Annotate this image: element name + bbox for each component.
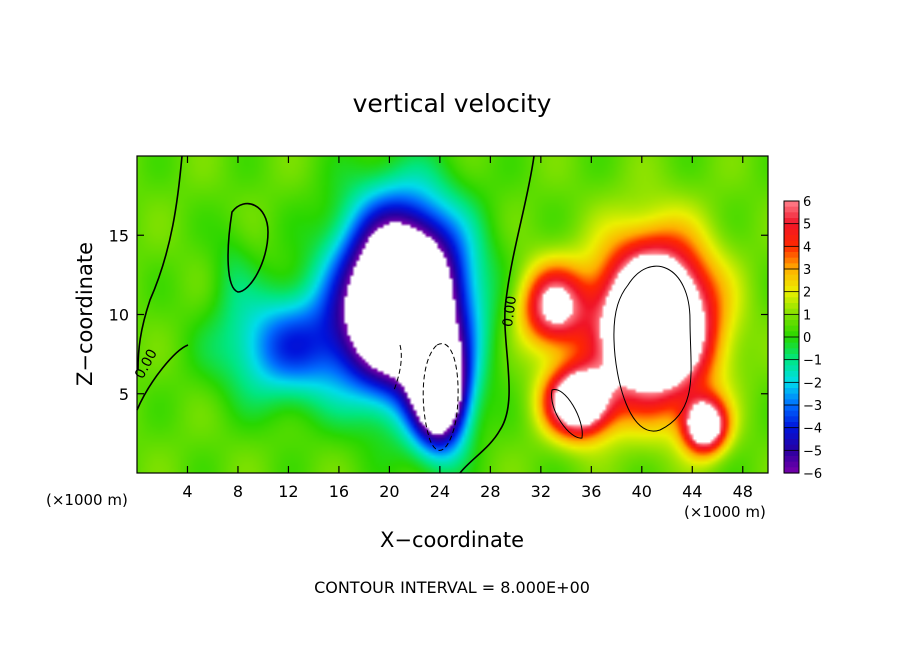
- x-tick-label: 24: [430, 482, 450, 501]
- zero-contour-left: [137, 155, 183, 371]
- colorbar-swatch: [784, 416, 799, 423]
- colorbar-swatch: [784, 320, 799, 327]
- colorbar-swatch: [784, 308, 799, 315]
- colorbar-swatch: [784, 444, 799, 451]
- colorbar-swatch: [784, 393, 799, 400]
- colorbar-swatch: [784, 223, 799, 230]
- colorbar-swatch: [784, 286, 799, 293]
- colorbar-tick-label: −2: [803, 376, 822, 391]
- x-tick-label: 28: [480, 482, 500, 501]
- colorbar-swatch: [784, 348, 799, 355]
- colorbar-swatch: [784, 303, 799, 310]
- zero-contour-left-low: [136, 344, 189, 411]
- contour-label-mid: 0.00: [500, 295, 520, 328]
- colorbar-swatch: [784, 439, 799, 446]
- colorbar-swatch: [784, 456, 799, 463]
- colorbar-swatch: [784, 342, 799, 349]
- zero-contour-mid: [459, 155, 535, 474]
- x-unit-left: (×1000 m): [46, 491, 128, 509]
- colorbar-swatch: [784, 291, 799, 298]
- colorbar-tick-label: −6: [803, 467, 822, 482]
- contour-updraft-small: [551, 389, 583, 439]
- y-tick-label: 5: [119, 385, 129, 404]
- colorbar-swatch: [784, 325, 799, 332]
- colorbar-swatch: [784, 206, 799, 213]
- colorbar-tick-label: 0: [803, 331, 811, 346]
- x-tick-label: 12: [278, 482, 298, 501]
- colorbar-swatch: [784, 450, 799, 457]
- colorbar-swatch: [784, 399, 799, 406]
- colorbar-swatch: [784, 410, 799, 417]
- colorbar-swatch: [784, 371, 799, 378]
- dashed-contour-downdraft-a: [422, 343, 459, 451]
- zero-contour-updraft-core: [613, 265, 692, 432]
- colorbar-swatch: [784, 240, 799, 247]
- colorbar-tick-label: 4: [803, 240, 811, 255]
- colorbar-swatch: [784, 252, 799, 259]
- y-axis: 5 10 15: [109, 226, 768, 404]
- colorbar-swatch: [784, 235, 799, 242]
- colorbar-swatch: [784, 359, 799, 366]
- dashed-contour-downdraft-b: [393, 344, 402, 391]
- zero-contour-island: [227, 202, 269, 293]
- colorbar-tick-label: −1: [803, 354, 822, 369]
- colorbar-tick-label: −4: [803, 422, 822, 437]
- colorbar-swatch: [784, 461, 799, 468]
- y-tick-label: 15: [109, 226, 129, 245]
- colorbar-tick-label: 2: [803, 286, 811, 301]
- colorbar-swatch: [784, 427, 799, 434]
- colorbar-swatch: [784, 382, 799, 389]
- colorbar-swatch: [784, 314, 799, 321]
- colorbar-swatch: [784, 337, 799, 344]
- colorbar-tick-label: 1: [803, 308, 811, 323]
- y-axis-label: Z−coordinate: [73, 242, 97, 386]
- colorbar-swatch: [784, 201, 799, 208]
- chart-title: vertical velocity: [353, 89, 552, 118]
- colorbar-swatch: [784, 422, 799, 429]
- colorbar-swatch: [784, 376, 799, 383]
- x-unit-right: (×1000 m): [684, 503, 766, 521]
- colorbar: 6 5 4 3 2 1 0 −1 −2 −3 −4 −5 −6: [783, 195, 822, 482]
- y-tick-label: 10: [109, 306, 129, 325]
- colorbar-swatch: [784, 297, 799, 304]
- colorbar-tick-label: 3: [803, 263, 811, 278]
- x-tick-label: 44: [682, 482, 702, 501]
- x-axis-label: X−coordinate: [380, 528, 524, 552]
- colorbar-tick-label: −5: [803, 444, 822, 459]
- x-tick-label: 4: [182, 482, 192, 501]
- x-tick-label: 48: [733, 482, 753, 501]
- colorbar-swatch: [784, 354, 799, 361]
- colorbar-swatch: [784, 280, 799, 287]
- colorbar-swatch: [784, 212, 799, 219]
- x-tick-label: 20: [379, 482, 399, 501]
- colorbar-tick-label: 5: [803, 218, 811, 233]
- colorbar-tick-label: 6: [803, 195, 811, 210]
- x-tick-label: 32: [531, 482, 551, 501]
- colorbar-swatch: [784, 263, 799, 270]
- colorbar-swatch: [784, 218, 799, 225]
- contour-interval-note: CONTOUR INTERVAL = 8.000E+00: [314, 578, 590, 597]
- plot-area: 0.00 0.00: [132, 155, 769, 474]
- colorbar-swatch: [784, 365, 799, 372]
- colorbar-swatch: [784, 274, 799, 281]
- colorbar-tick-label: −3: [803, 399, 822, 414]
- x-tick-label: 36: [581, 482, 601, 501]
- colorbar-swatch: [784, 229, 799, 236]
- colorbar-swatch: [784, 246, 799, 253]
- colorbar-swatch: [784, 467, 799, 474]
- x-tick-label: 16: [329, 482, 349, 501]
- x-tick-label: 40: [632, 482, 652, 501]
- x-axis: 4 8 12 16 20 24 28 32 36 40 44 48: [182, 156, 753, 501]
- colorbar-swatch: [784, 388, 799, 395]
- colorbar-swatch: [784, 257, 799, 264]
- zero-contours: [136, 155, 692, 474]
- velocity-field: [137, 156, 768, 473]
- colorbar-swatch: [784, 331, 799, 338]
- x-tick-label: 8: [233, 482, 243, 501]
- colorbar-swatch: [784, 405, 799, 412]
- colorbar-swatch: [784, 433, 799, 440]
- colorbar-swatch: [784, 269, 799, 276]
